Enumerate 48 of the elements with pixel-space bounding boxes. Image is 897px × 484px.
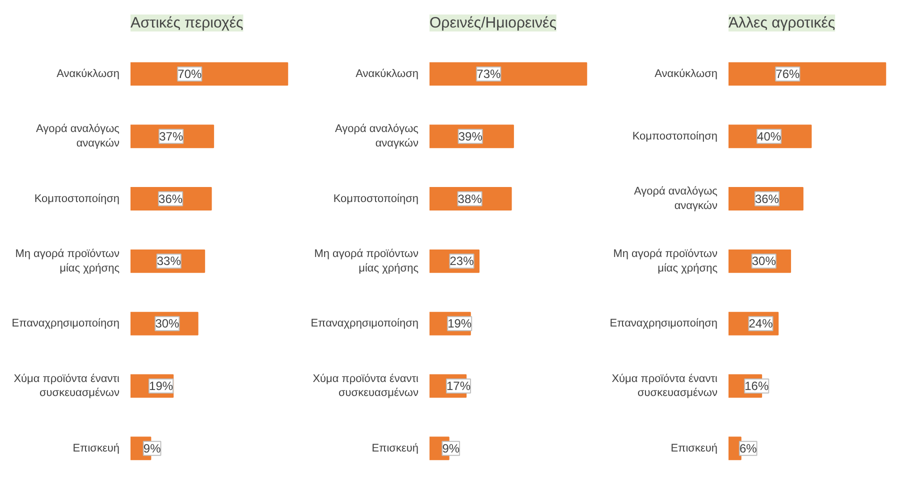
data-label: 30% — [752, 254, 776, 268]
y-tick-label: Κομποστοποίηση — [34, 192, 120, 205]
bar — [430, 62, 588, 86]
data-label: 70% — [178, 66, 202, 81]
y-tick-label: Κομποστοποίηση — [333, 192, 418, 205]
data-label: 16% — [744, 379, 769, 394]
data-label: 33% — [156, 254, 182, 268]
chart-title: Ορεινές/Ημιορεινές — [430, 14, 556, 32]
data-label: 6% — [739, 441, 758, 456]
data-label: 9% — [442, 441, 460, 456]
data-label: 9% — [143, 441, 162, 456]
y-tick-label: Επισκευή — [670, 442, 718, 454]
y-tick-label: Αγορά αναλόγως αναγκών — [634, 186, 718, 212]
data-label: 38% — [458, 192, 482, 206]
y-tick-label: Επαναχρησιμοποίηση — [12, 318, 120, 330]
data-label: 40% — [757, 129, 782, 144]
data-label: 24% — [748, 316, 774, 331]
y-tick-label: Επαναχρησιμοποίηση — [610, 318, 718, 330]
y-tick-label: Ανακύκλωση — [654, 68, 718, 80]
data-label: 30% — [155, 316, 180, 331]
data-label: 73% — [476, 66, 501, 81]
chart-title: Αστικές περιοχές — [130, 14, 244, 32]
y-tick-label: Κομποστοποίηση — [632, 130, 718, 142]
data-label: 36% — [158, 192, 183, 206]
y-tick-label: Επισκευή — [372, 442, 419, 454]
data-label: 76% — [776, 66, 800, 81]
y-tick-label: Επισκευή — [72, 442, 120, 454]
y-tick-label: Χύμα προϊόντα έναντι συσκευασμένων — [612, 372, 718, 400]
data-label: 19% — [149, 379, 174, 394]
data-label: 36% — [754, 192, 780, 206]
data-label: 39% — [458, 129, 483, 144]
y-tick-label: Χύμα προϊόντα έναντι συσκευασμένων — [312, 372, 420, 400]
y-tick-label: Αγορά αναλόγως αναγκών — [36, 123, 120, 150]
y-tick-label: Ανακύκλωση — [56, 68, 120, 80]
y-tick-label: Χύμα προϊόντα έναντι συσκευασμένων — [14, 372, 120, 400]
y-tick-label: Μη αγορά προϊόντων μίας χρήσης — [613, 248, 718, 274]
chart-title: Άλλες αγροτικές — [728, 14, 836, 32]
y-tick-label: Μη αγορά προϊόντων μίας χρήσης — [15, 248, 120, 274]
y-tick-label: Μη αγορά προϊόντων μίας χρήσης — [314, 248, 419, 274]
y-tick-label: Επαναχρησιμοποίηση — [310, 318, 419, 330]
data-label: 19% — [448, 316, 472, 331]
bar — [728, 62, 886, 86]
data-label: 37% — [159, 129, 184, 144]
data-label: 17% — [446, 379, 471, 394]
y-tick-label: Αγορά αναλόγως αναγκών — [335, 123, 419, 150]
y-tick-label: Ανακύκλωση — [356, 68, 418, 80]
bar — [130, 62, 288, 86]
data-label: 23% — [450, 254, 474, 268]
